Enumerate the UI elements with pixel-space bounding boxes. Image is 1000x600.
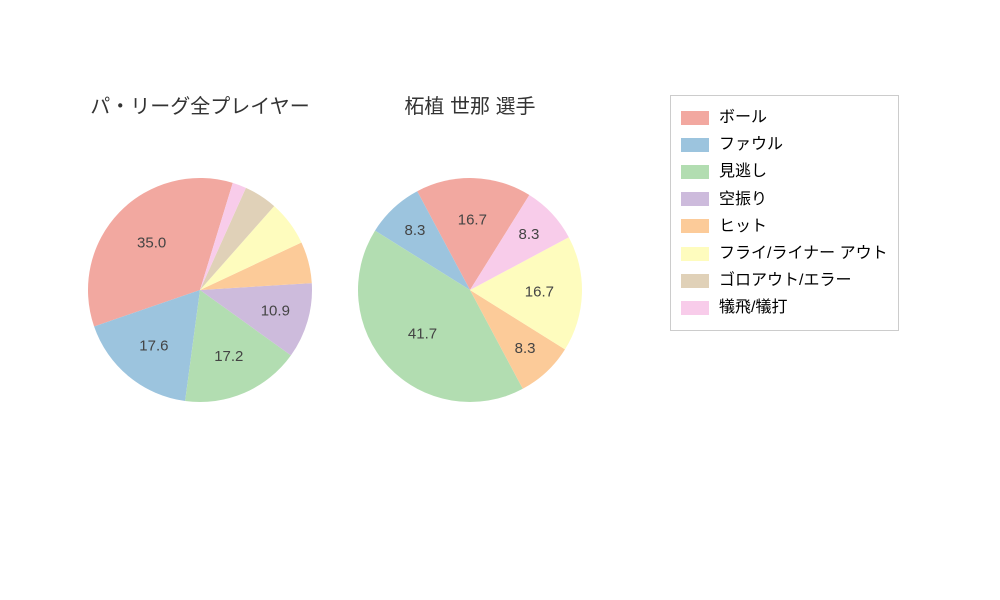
legend-item-foul: ファウル [681, 131, 888, 158]
slice-label-sacrifice: 8.3 [518, 226, 539, 243]
slice-label-foul: 8.3 [405, 222, 426, 239]
chart-title-player: 柘植 世那 選手 [330, 90, 610, 119]
legend-label-flyout: フライ/ライナー アウト [719, 240, 888, 267]
slice-label-hit: 8.3 [515, 340, 536, 357]
legend-item-ball: ボール [681, 104, 888, 131]
legend-item-sacrifice: 犠飛/犠打 [681, 294, 888, 321]
legend-label-sacrifice: 犠飛/犠打 [719, 294, 787, 321]
legend-swatch-ball [681, 111, 709, 125]
legend: ボールファウル見逃し空振りヒットフライ/ライナー アウトゴロアウト/エラー犠飛/… [670, 95, 899, 331]
slice-label-foul: 17.6 [139, 337, 168, 354]
slice-label-flyout: 16.7 [525, 283, 554, 300]
legend-swatch-hit [681, 219, 709, 233]
legend-label-minogashi: 見逃し [719, 158, 767, 185]
pie-chart-player: 16.7 8.3 41.7 8.3 16.7 8.3 [330, 150, 610, 430]
slice-label-minogashi: 41.7 [408, 325, 437, 342]
slice-label-ball: 16.7 [458, 212, 487, 229]
legend-label-hit: ヒット [719, 213, 767, 240]
legend-label-foul: ファウル [719, 131, 783, 158]
slice-label-swing_miss: 10.9 [261, 303, 290, 320]
legend-label-ball: ボール [719, 104, 767, 131]
legend-swatch-minogashi [681, 165, 709, 179]
legend-item-swing_miss: 空振り [681, 186, 888, 213]
legend-swatch-sacrifice [681, 301, 709, 315]
legend-swatch-groundout [681, 274, 709, 288]
legend-label-swing_miss: 空振り [719, 186, 767, 213]
legend-swatch-foul [681, 138, 709, 152]
legend-swatch-swing_miss [681, 192, 709, 206]
slice-label-minogashi: 17.2 [214, 348, 243, 365]
legend-item-groundout: ゴロアウト/エラー [681, 267, 888, 294]
legend-item-minogashi: 見逃し [681, 158, 888, 185]
legend-item-hit: ヒット [681, 213, 888, 240]
pie-chart-league: 35.0 17.6 17.2 10.9 [60, 150, 340, 430]
chart-container: パ・リーグ全プレイヤー 35.0 17.6 17.2 10.9 柘植 世那 選手 16… [0, 0, 1000, 600]
legend-item-flyout: フライ/ライナー アウト [681, 240, 888, 267]
chart-title-league: パ・リーグ全プレイヤー [60, 90, 340, 119]
legend-swatch-flyout [681, 247, 709, 261]
slice-label-ball: 35.0 [137, 234, 166, 251]
legend-label-groundout: ゴロアウト/エラー [719, 267, 851, 294]
